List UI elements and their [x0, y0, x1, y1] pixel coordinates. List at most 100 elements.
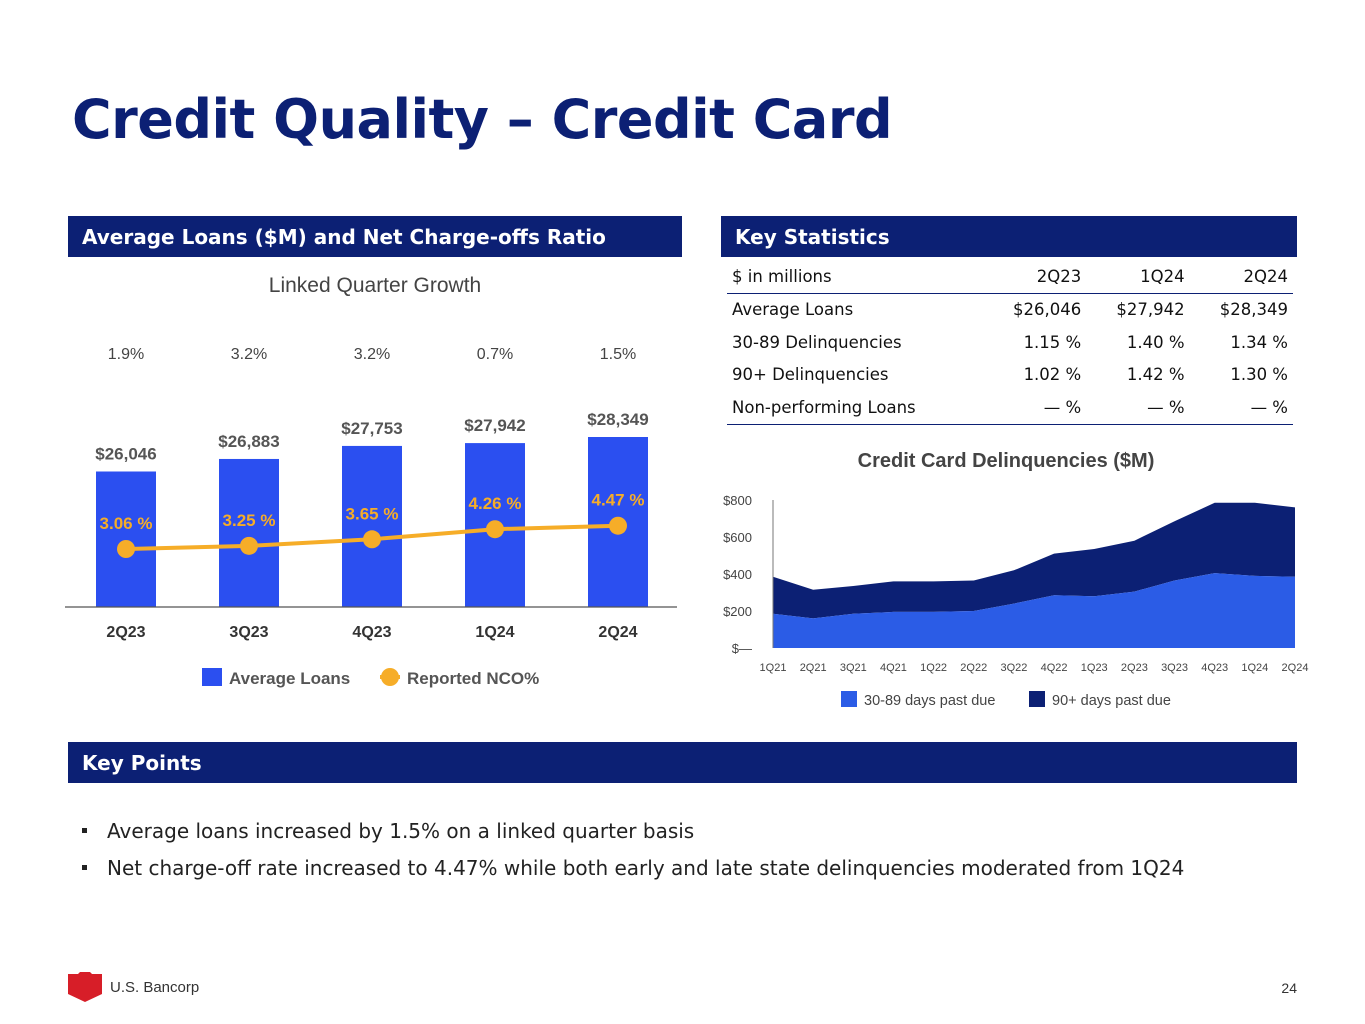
table-cell: $26,046 [1013, 300, 1082, 320]
row-label: Average Loans [732, 300, 854, 320]
bullet-icon [82, 828, 87, 833]
table-cell: — % [982, 391, 1087, 425]
nco-value-label: 4.47 % [592, 491, 645, 510]
table-cell: 1.30 % [1230, 365, 1288, 385]
x-tick-label: 1Q23 [1081, 662, 1108, 674]
table-cell: — % [1086, 391, 1190, 425]
column-header: $ in millions [727, 260, 983, 294]
nco-value-label: 3.65 % [346, 504, 399, 523]
x-tick-label: 2Q24 [1282, 662, 1309, 674]
table-cell: $28,349 [1219, 300, 1288, 320]
x-tick-label: 1Q22 [920, 662, 947, 674]
x-tick-label: 2Q24 [598, 624, 637, 641]
nco-point [486, 520, 504, 539]
table-row: 90+ Delinquencies 1.02 % 1.42 % 1.30 % [727, 359, 1293, 392]
column-header: 2Q24 [1189, 260, 1293, 294]
area-30-89-days [773, 573, 1295, 648]
growth-label: 3.2% [231, 346, 267, 363]
x-tick-label: 4Q21 [880, 662, 907, 674]
bullet-icon [82, 865, 87, 870]
legend-swatch-30-89 [841, 691, 857, 707]
x-tick-label: 2Q21 [800, 662, 827, 674]
nco-value-label: 3.06 % [100, 514, 153, 533]
chart-subtitle: Linked Quarter Growth [269, 274, 481, 297]
company-name: U.S. Bancorp [110, 978, 200, 996]
chart-title: Credit Card Delinquencies ($M) [858, 450, 1155, 472]
nco-value-label: 4.26 % [469, 494, 522, 513]
growth-label: 1.5% [600, 346, 636, 363]
key-points-header: Key Points [68, 742, 1297, 783]
nco-point [609, 516, 627, 535]
y-tick-label: $— [732, 641, 752, 656]
column-header: 1Q24 [1086, 260, 1190, 294]
page-title: Credit Quality – Credit Card [72, 88, 893, 151]
x-tick-label: 2Q22 [960, 662, 987, 674]
bar-value-label: $27,753 [341, 419, 402, 438]
table-row: Average Loans $26,046 $27,942 $28,349 [727, 293, 1293, 326]
average-loans-nco-chart: Linked Quarter Growth 1.9% $26,046 2Q23 3.2%… [65, 274, 677, 688]
row-label: Non-performing Loans [727, 391, 983, 425]
nco-point [117, 540, 135, 558]
legend-label: 90+ days past due [1052, 693, 1171, 709]
legend-label: 30-89 days past due [864, 693, 995, 709]
growth-label: 3.2% [354, 346, 390, 363]
list-item: Net charge-off rate increased to 4.47% w… [82, 849, 1184, 886]
area-90plus-days [773, 502, 1295, 619]
growth-label: 1.9% [108, 346, 144, 363]
legend-swatch-90plus [1029, 691, 1045, 707]
table-cell: 1.15 % [1023, 332, 1082, 352]
x-tick-label: 1Q24 [475, 624, 514, 641]
loan-bar [219, 458, 279, 607]
y-tick-label: $600 [723, 530, 752, 545]
loan-bar [96, 471, 156, 607]
bullet-text: Average loans increased by 1.5% on a lin… [107, 818, 695, 843]
x-tick-label: 2Q23 [1121, 662, 1148, 674]
shield-logo-icon [68, 972, 102, 1002]
row-label: 30-89 Delinquencies [732, 332, 902, 352]
bar-value-label: $27,942 [464, 416, 525, 435]
delinquencies-area-chart: Credit Card Delinquencies ($M) $— $200 $400… [723, 450, 1309, 709]
column-header: 2Q23 [982, 260, 1087, 294]
key-points-list: Average loans increased by 1.5% on a lin… [82, 812, 1184, 886]
table-cell: $27,942 [1116, 300, 1185, 320]
y-tick-label: $800 [723, 493, 752, 508]
y-tick-label: $400 [723, 567, 752, 582]
company-logo: U.S. Bancorp [68, 972, 199, 1002]
page-number: 24 [1281, 980, 1297, 996]
table-row: 30-89 Delinquencies 1.15 % 1.40 % 1.34 % [727, 326, 1293, 359]
key-statistics-table: $ in millions 2Q23 1Q24 2Q24 Average Loa… [727, 260, 1293, 425]
table-cell: — % [1189, 391, 1293, 425]
legend-marker-nco [381, 668, 399, 686]
x-tick-label: 3Q21 [840, 662, 867, 674]
x-tick-label: 3Q22 [1000, 662, 1027, 674]
x-tick-label: 4Q23 [352, 624, 391, 641]
x-tick-label: 1Q24 [1241, 662, 1268, 674]
legend-label: Reported NCO% [407, 669, 539, 688]
table-cell: 1.42 % [1126, 365, 1185, 385]
key-statistics-header: Key Statistics [721, 216, 1297, 257]
x-tick-label: 3Q23 [1161, 662, 1188, 674]
x-tick-label: 4Q22 [1041, 662, 1068, 674]
bar-value-label: $26,046 [95, 444, 156, 463]
table-cell: 1.02 % [1023, 365, 1082, 385]
table-cell: 1.34 % [1230, 332, 1288, 352]
x-tick-label: 2Q23 [106, 624, 145, 641]
nco-value-label: 3.25 % [223, 511, 276, 530]
bar-value-label: $26,883 [218, 432, 279, 451]
nco-point [363, 530, 381, 549]
row-label: 90+ Delinquencies [732, 365, 889, 385]
bullet-text: Net charge-off rate increased to 4.47% w… [107, 855, 1185, 880]
legend-swatch-loans [202, 668, 222, 686]
table-row: Non-performing Loans — % — % — % [727, 391, 1293, 425]
legend-label: Average Loans [229, 669, 350, 688]
table-header-row: $ in millions 2Q23 1Q24 2Q24 [727, 260, 1293, 294]
loans-chart-header: Average Loans ($M) and Net Charge-offs R… [68, 216, 682, 257]
growth-label: 0.7% [477, 346, 513, 363]
bar-value-label: $28,349 [587, 410, 648, 429]
x-tick-label: 3Q23 [229, 624, 268, 641]
nco-point [240, 536, 258, 555]
y-tick-label: $200 [723, 604, 752, 619]
x-tick-label: 4Q23 [1201, 662, 1228, 674]
x-tick-label: 1Q21 [760, 662, 787, 674]
list-item: Average loans increased by 1.5% on a lin… [82, 812, 1184, 849]
